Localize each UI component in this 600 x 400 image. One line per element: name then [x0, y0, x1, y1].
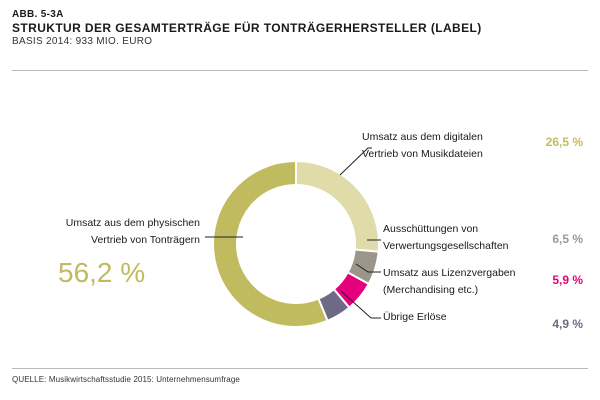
slice-value-umsatz-aus-dem-physischen: 56,2 % — [58, 257, 145, 288]
leader-line-uebrige-erloese — [340, 290, 381, 319]
donut-slice-umsatz-aus-dem-digitalen — [295, 159, 380, 253]
chart-header: ABB. 5-3A STRUKTUR DER GESAMTERTRÄGE FÜR… — [12, 9, 482, 48]
source-note: QUELLE: Musikwirtschaftsstudie 2015: Unt… — [12, 375, 240, 384]
leader-line-umsatz-aus-lizenzvergaben-merchandising — [355, 263, 381, 273]
slice-label-umsatz-aus-dem-digitalen: Umsatz aus dem digitalen Vertrieb von Mus… — [362, 131, 483, 160]
slice-value-umsatz-aus-dem-digitalen: 26,5 % — [546, 135, 584, 149]
slice-label-uebrige-erloese: Übrige Erlöse — [383, 311, 447, 323]
slice-value-uebrige-erloese: 4,9 % — [552, 317, 583, 331]
slice-label-ausschuettungen-von-verwertungsgesellschaften: Ausschüttungen von Verwertungsgesellschaf… — [383, 223, 509, 252]
top-divider — [12, 70, 588, 71]
donut-slice-umsatz-aus-dem-physischen — [212, 159, 329, 328]
bottom-divider — [12, 368, 588, 369]
slice-label-umsatz-aus-lizenzvergaben-merchandising: Umsatz aus Lizenzvergaben (Merchandising … — [383, 267, 516, 296]
slice-value-umsatz-aus-lizenzvergaben-merchandising: 5,9 % — [552, 273, 583, 287]
chart-subtitle: BASIS 2014: 933 MIO. EURO — [12, 36, 153, 47]
figure-number: ABB. 5-3A — [12, 9, 64, 20]
slice-label-umsatz-aus-dem-physischen: Umsatz aus dem physischen Vertrieb von To… — [66, 217, 200, 246]
leader-line-umsatz-aus-dem-digitalen — [339, 147, 372, 176]
chart-title: STRUKTUR DER GESAMTERTRÄGE FÜR TONTRÄGER… — [12, 21, 482, 35]
slice-value-ausschuettungen-von-verwertungsgesellschaften: 6,5 % — [552, 232, 583, 246]
